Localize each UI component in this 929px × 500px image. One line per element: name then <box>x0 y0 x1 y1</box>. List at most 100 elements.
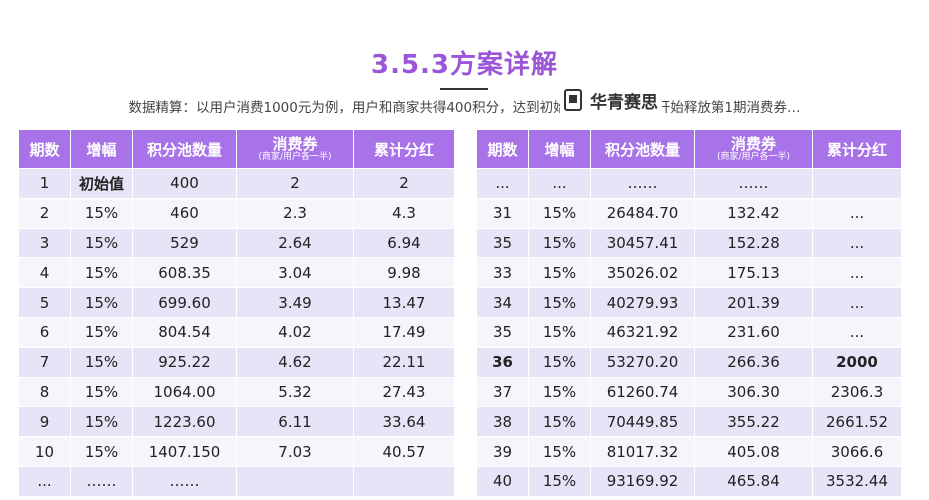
table-row: 1 初始值 400 2 2 <box>18 168 455 199</box>
pool-cell: 1407.150 <box>132 436 237 467</box>
left-data-table: 期数 增幅 积分池数量 消费券 (商家/用户各一半) 累计分红 1 初始值 400 2… <box>18 129 455 497</box>
period-cell: ... <box>18 465 71 497</box>
coupon-cell: 5.32 <box>236 376 354 408</box>
period-cell: 9 <box>18 406 71 438</box>
coupon-cell: 355.22 <box>694 406 813 438</box>
header-period: 期数 <box>476 129 529 169</box>
header-increase: 增幅 <box>70 129 133 169</box>
dividend-cell: ... <box>812 316 902 348</box>
increase-cell: 15% <box>528 406 591 438</box>
coupon-cell: 132.42 <box>694 197 813 229</box>
dividend-cell: 22.11 <box>353 346 455 378</box>
pool-cell: 460 <box>132 197 237 229</box>
coupon-cell: 2 <box>236 168 354 199</box>
table-row: 4 15% 608.35 3.04 9.98 <box>18 257 455 289</box>
period-cell: 33 <box>476 257 529 289</box>
coupon-cell: 152.28 <box>694 227 813 259</box>
header-coupon: 消费券 (商家/用户各一半) <box>694 129 813 169</box>
coupon-cell: 7.03 <box>236 436 354 467</box>
period-cell: 35 <box>476 227 529 259</box>
pool-cell: 1223.60 <box>132 406 237 438</box>
table-row: ......………… <box>476 168 902 199</box>
pool-cell: 30457.41 <box>590 227 695 259</box>
coupon-cell: 3.04 <box>236 257 354 289</box>
table-row: 2 15% 460 2.3 4.3 <box>18 197 455 229</box>
increase-cell: 15% <box>528 376 591 408</box>
watermark: 华青赛思 <box>560 85 662 115</box>
page-subtitle: 数据精算：以用户消费1000元为例，用户和商家共得400积分，达到初始分红值(4… <box>128 100 801 116</box>
coupon-cell: 201.39 <box>694 287 813 318</box>
table-row: 6 15% 804.54 4.02 17.49 <box>18 316 455 348</box>
dividend-cell: 3066.6 <box>812 436 902 467</box>
increase-cell: …… <box>70 465 133 497</box>
table-row: 38 15% 70449.85 355.22 2661.52 <box>476 406 902 438</box>
increase-cell: 15% <box>70 436 133 467</box>
period-cell: ... <box>476 168 529 199</box>
increase-cell: 15% <box>70 406 133 438</box>
dividend-cell <box>353 465 455 497</box>
increase-cell: 15% <box>70 316 133 348</box>
period-cell: 8 <box>18 376 71 408</box>
pool-cell: 1064.00 <box>132 376 237 408</box>
period-cell: 35 <box>476 316 529 348</box>
pool-cell: 53270.20 <box>590 346 695 378</box>
increase-cell: 15% <box>528 287 591 318</box>
dividend-cell: 17.49 <box>353 316 455 348</box>
header-coupon: 消费券 (商家/用户各一半) <box>236 129 354 169</box>
table-row: 7 15% 925.22 4.62 22.11 <box>18 346 455 378</box>
increase-cell: 15% <box>70 257 133 289</box>
header-coupon-sublabel: (商家/用户各一半) <box>716 151 791 162</box>
period-cell: 39 <box>476 436 529 467</box>
dividend-cell: 6.94 <box>353 227 455 259</box>
coupon-cell: 2.3 <box>236 197 354 229</box>
dividend-cell: ... <box>812 287 902 318</box>
table-row: 31 15% 26484.70 132.42... <box>476 197 902 229</box>
coupon-cell: 2.64 <box>236 227 354 259</box>
table-row: 3 15% 529 2.64 6.94 <box>18 227 455 259</box>
dividend-cell: 33.64 <box>353 406 455 438</box>
title-underline <box>440 88 488 90</box>
dividend-cell: 2 <box>353 168 455 199</box>
period-cell: 3 <box>18 227 71 259</box>
dividend-cell: ... <box>812 197 902 229</box>
pool-cell: 26484.70 <box>590 197 695 229</box>
watermark-text: 华青赛思 <box>590 92 658 113</box>
page-title: 3.5.3方案详解 <box>370 50 559 80</box>
increase-cell: 15% <box>70 346 133 378</box>
header-coupon-label: 消费券 <box>272 134 318 153</box>
pool-cell: 46321.92 <box>590 316 695 348</box>
increase-cell: 15% <box>528 197 591 229</box>
table-row: ...………… <box>18 465 455 497</box>
period-cell: 36 <box>476 346 529 378</box>
coupon-cell: 4.02 <box>236 316 354 348</box>
table-row: 37 15% 61260.74 306.30 2306.3 <box>476 376 902 408</box>
period-cell: 31 <box>476 197 529 229</box>
table-row: 36 15% 53270.20 266.36 2000 <box>476 346 902 378</box>
coupon-cell: 6.11 <box>236 406 354 438</box>
period-cell: 2 <box>18 197 71 229</box>
pool-cell: 400 <box>132 168 237 199</box>
increase-cell: ... <box>528 168 591 199</box>
header-coupon-sublabel: (商家/用户各一半) <box>258 151 332 162</box>
dividend-cell: 27.43 <box>353 376 455 408</box>
increase-cell: 初始值 <box>70 168 133 199</box>
period-cell: 34 <box>476 287 529 318</box>
table-row: 39 15% 81017.32 405.08 3066.6 <box>476 436 902 467</box>
pool-cell: …… <box>132 465 237 497</box>
pool-cell: 70449.85 <box>590 406 695 438</box>
table-row: 34 15% 40279.93 201.39... <box>476 287 902 318</box>
increase-cell: 15% <box>528 227 591 259</box>
increase-cell: 15% <box>70 227 133 259</box>
table-row: 5 15% 699.60 3.49 13.47 <box>18 287 455 318</box>
table-header-row: 期数 增幅 积分池数量 消费券 (商家/用户各一半) 累计分红 <box>18 129 455 169</box>
header-pool: 积分池数量 <box>132 129 237 169</box>
dividend-cell: ... <box>812 227 902 259</box>
period-cell: 10 <box>18 436 71 467</box>
dividend-cell: 2306.3 <box>812 376 902 408</box>
increase-cell: 15% <box>528 346 591 378</box>
right-table-body: ......………… 31 15% 26484.70 132.42... 35 15% 304… <box>476 168 902 497</box>
dividend-cell: 3532.44 <box>812 465 902 497</box>
table-header-row: 期数 增幅 积分池数量 消费券 (商家/用户各一半) 累计分红 <box>476 129 902 169</box>
coupon-cell <box>236 465 354 497</box>
dividend-cell: 9.98 <box>353 257 455 289</box>
